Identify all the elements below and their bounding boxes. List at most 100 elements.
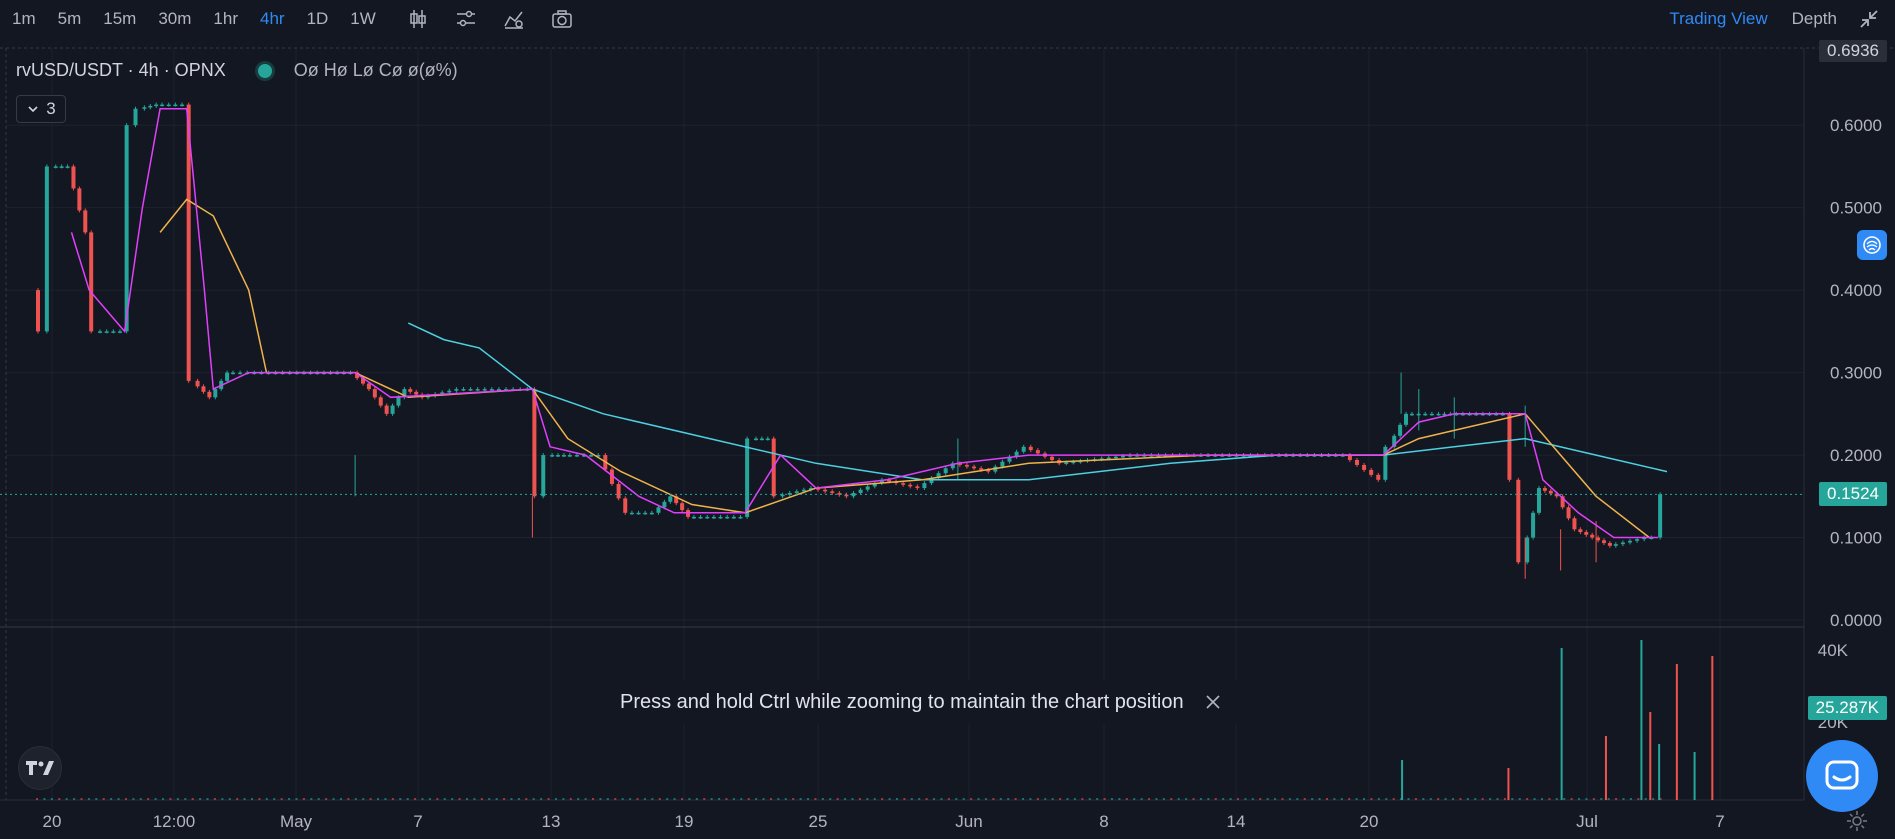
- indicator-count: 3: [46, 99, 56, 118]
- volume-bar: [1088, 798, 1091, 800]
- volume-bar: [1444, 798, 1447, 800]
- candle-body: [201, 386, 206, 392]
- timeframe-30m[interactable]: 30m: [158, 9, 192, 28]
- volume-bar: [873, 798, 876, 800]
- timeframe-4hr[interactable]: 4hr: [259, 9, 285, 28]
- volume-bar: [755, 798, 758, 800]
- volume-bar: [1229, 798, 1232, 800]
- candle-body: [705, 516, 710, 519]
- candle-body: [1590, 534, 1595, 538]
- volume-bar: [1103, 798, 1106, 800]
- candle-body: [213, 389, 218, 398]
- candle-body: [1398, 424, 1403, 436]
- volume-bar: [147, 798, 150, 800]
- volume-bar: [1036, 798, 1039, 800]
- candle-body: [1436, 413, 1441, 416]
- candle-body: [231, 372, 236, 375]
- timeframe-15m[interactable]: 15m: [103, 9, 137, 28]
- volume-bar: [540, 798, 543, 800]
- candle-body: [1460, 413, 1465, 416]
- volume-bar: [547, 798, 550, 800]
- candle-body: [1383, 446, 1388, 480]
- time-tick-label: 7: [1715, 812, 1724, 831]
- symbol-title[interactable]: rvUSD/USDT · 4h · OPNX: [16, 60, 226, 80]
- close-icon[interactable]: [1204, 693, 1222, 711]
- timeframe-1hr[interactable]: 1hr: [213, 9, 238, 28]
- volume-bar: [703, 798, 706, 800]
- volume-bar: [577, 798, 580, 800]
- volume-bar: [1140, 798, 1143, 800]
- volume-bar: [643, 798, 646, 800]
- timeframe-1w[interactable]: 1W: [350, 9, 376, 28]
- candle-body: [794, 491, 799, 493]
- volume-bar: [866, 798, 869, 800]
- tab-depth[interactable]: Depth: [1791, 9, 1837, 28]
- volume-bar: [1244, 798, 1247, 800]
- tradingview-logo[interactable]: [18, 746, 62, 790]
- candle-body: [711, 516, 716, 519]
- volume-bar: [451, 798, 454, 800]
- volume-bar: [1192, 798, 1195, 800]
- volume-bar: [614, 798, 617, 800]
- indicators-toggle[interactable]: 3: [16, 95, 66, 123]
- candle-body: [1494, 413, 1499, 416]
- candle-body: [186, 104, 191, 381]
- volume-bar: [962, 798, 965, 800]
- volume-bar: [1377, 798, 1380, 800]
- volume-bar: [881, 798, 884, 800]
- volume-bar: [1640, 640, 1643, 800]
- candle-body: [372, 389, 377, 398]
- indicators-icon[interactable]: [503, 8, 525, 30]
- candle-body: [950, 463, 955, 469]
- volume-bar: [947, 798, 950, 800]
- candle-body: [180, 104, 185, 107]
- candle-body: [837, 492, 842, 495]
- volume-bar: [621, 798, 624, 800]
- price-tick-label: 0.3000: [1830, 364, 1882, 383]
- volume-bar: [777, 798, 780, 800]
- candle-body: [787, 492, 792, 495]
- chat-support-button[interactable]: [1806, 740, 1878, 812]
- camera-icon[interactable]: [551, 8, 573, 30]
- volume-bar: [1592, 798, 1595, 800]
- ma-slow-line: [407, 322, 1668, 481]
- volume-bar: [1340, 798, 1343, 800]
- top-toolbar: 1m 5m 15m 30m 1hr 4hr 1D 1W Trading View Depth: [0, 0, 1895, 38]
- volume-bar: [1429, 798, 1432, 800]
- timeframe-1m[interactable]: 1m: [12, 9, 36, 28]
- volume-bar: [102, 798, 105, 800]
- volume-bar: [1311, 798, 1314, 800]
- ma-fast-line: [70, 107, 1659, 539]
- collapse-icon[interactable]: [1857, 7, 1881, 31]
- volume-bar: [829, 798, 832, 800]
- brain-icon[interactable]: [1857, 230, 1887, 260]
- indicator-settings-icon[interactable]: [455, 8, 477, 30]
- tab-trading-view[interactable]: Trading View: [1669, 9, 1768, 28]
- volume-bar: [1622, 798, 1625, 800]
- candle-body: [801, 489, 806, 492]
- candle-body: [1028, 446, 1033, 451]
- volume-bar: [747, 798, 750, 800]
- volume-bar: [1133, 798, 1136, 800]
- time-tick-label: 7: [413, 812, 422, 831]
- timeframe-5m[interactable]: 5m: [57, 9, 82, 28]
- candlestick-icon[interactable]: [407, 8, 429, 30]
- candle-body: [77, 188, 82, 211]
- volume-bar: [1652, 798, 1655, 800]
- volume-bar: [1170, 798, 1173, 800]
- volume-bar: [1237, 798, 1240, 800]
- candle-body: [858, 489, 863, 493]
- volume-bar: [695, 798, 698, 800]
- volume-bar: [458, 798, 461, 800]
- volume-bar: [895, 798, 898, 800]
- volume-bar: [888, 798, 891, 800]
- candle-body: [238, 372, 243, 375]
- volume-bar: [1507, 768, 1510, 800]
- volume-bar: [162, 798, 165, 800]
- timeframe-1d[interactable]: 1D: [306, 9, 329, 28]
- volume-bar: [1177, 798, 1180, 800]
- candle-body: [674, 496, 679, 504]
- candle-body: [823, 489, 828, 492]
- gear-icon[interactable]: [1846, 810, 1868, 832]
